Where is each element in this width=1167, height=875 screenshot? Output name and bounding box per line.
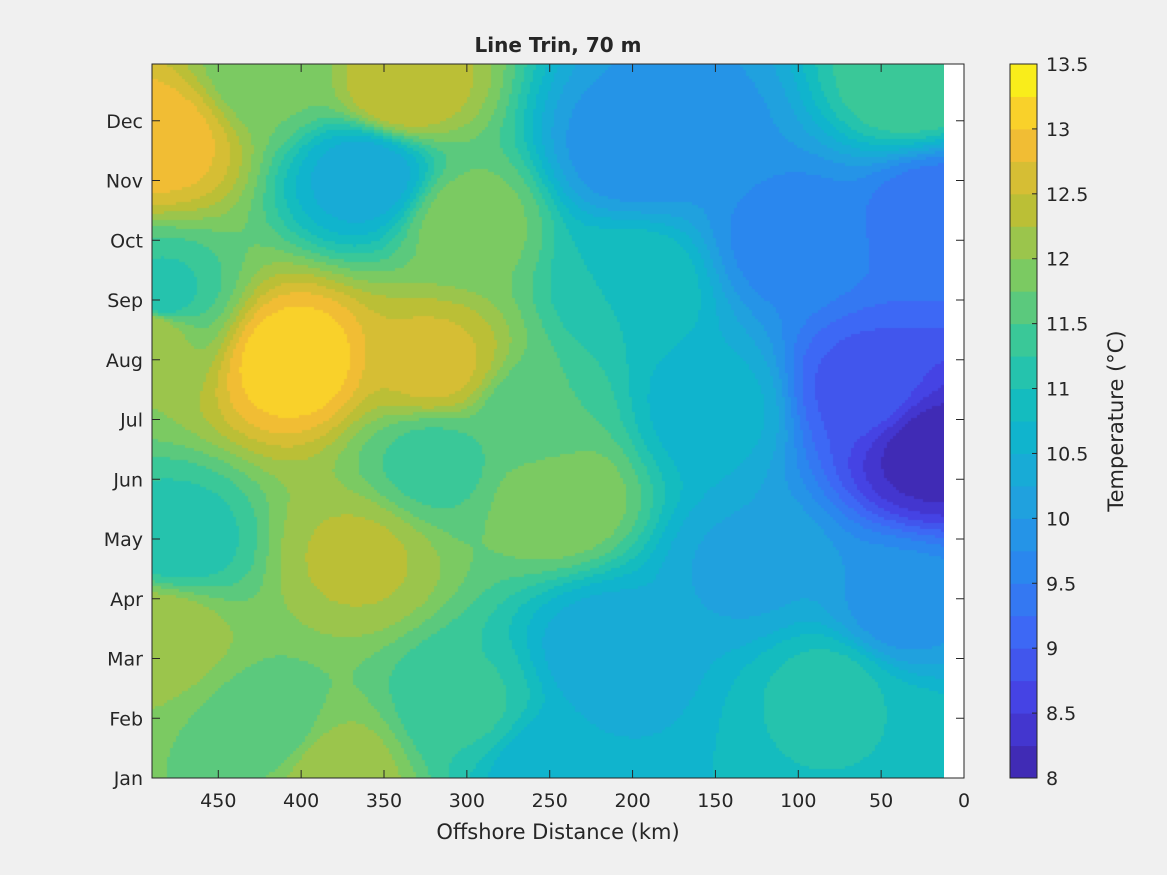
colorbar-segment — [1010, 421, 1037, 454]
colorbar-segment — [1010, 680, 1037, 714]
x-tick-label: 200 — [614, 790, 650, 812]
contour-field — [152, 64, 944, 778]
x-axis: 450 400 350 300 250 200 150 100 50 0 — [200, 64, 970, 812]
colorbar-segment — [1010, 161, 1037, 195]
y-tick-label: Sep — [107, 290, 143, 312]
x-tick-label: 400 — [283, 790, 319, 812]
y-tick-label: Jan — [113, 768, 143, 790]
y-tick-label: Oct — [110, 230, 143, 252]
chart-title: Line Trin, 70 m — [475, 33, 642, 57]
colorbar-tick-label: 12.5 — [1046, 184, 1088, 206]
colorbar-tick-label: 12 — [1046, 249, 1070, 271]
colorbar-segment — [1010, 356, 1037, 390]
x-tick-label: 250 — [532, 790, 568, 812]
x-tick-label: 0 — [958, 790, 970, 812]
colorbar-segment — [1010, 226, 1037, 260]
colorbar-tick-label: 8.5 — [1046, 703, 1076, 725]
colorbar-segment — [1010, 96, 1037, 130]
colorbar: 8 8.5 9 9.5 10 10.5 11 11.5 12 12.5 13 13.5 Temperat… — [1009, 54, 1128, 790]
colorbar-segment — [1010, 128, 1037, 162]
colorbar-segment — [1010, 518, 1037, 552]
colorbar-segment — [1010, 648, 1037, 682]
colorbar-segment — [1010, 388, 1037, 422]
colorbar-segment — [1010, 453, 1037, 487]
colorbar-tick-label: 13.5 — [1046, 54, 1088, 76]
y-tick-label: Jul — [119, 410, 143, 432]
colorbar-segment — [1010, 193, 1037, 227]
y-tick-label: Feb — [109, 708, 143, 730]
x-tick-label: 450 — [200, 790, 236, 812]
colorbar-segment — [1010, 485, 1037, 519]
x-tick-label: 150 — [697, 790, 733, 812]
x-tick-label: 350 — [366, 790, 402, 812]
colorbar-tick-label: 9.5 — [1046, 573, 1076, 595]
x-tick-label: 50 — [869, 790, 893, 812]
colorbar-tick-label: 11.5 — [1046, 314, 1088, 336]
y-axis: Jan Feb Mar Apr May Jun Jul Aug Sep Oct Nov Dec — [104, 111, 964, 790]
colorbar-frame — [1009, 63, 1038, 779]
colorbar-segment — [1010, 615, 1037, 649]
y-tick-label: May — [104, 529, 143, 551]
colorbar-segment — [1010, 550, 1037, 584]
colorbar-segment — [1010, 291, 1037, 325]
colorbar-label: Temperature (°C) — [1104, 330, 1128, 512]
y-tick-label: Aug — [106, 350, 143, 372]
y-tick-label: Jun — [112, 469, 143, 491]
colorbar-segment — [1010, 323, 1037, 357]
y-tick-label: Apr — [110, 589, 143, 611]
colorbar-tick-label: 8 — [1046, 768, 1058, 790]
colorbar-segment — [1010, 713, 1037, 747]
y-tick-label: Nov — [106, 171, 143, 193]
y-tick-label: Mar — [107, 649, 143, 671]
y-tick-label: Dec — [106, 111, 143, 133]
colorbar-segment — [1010, 745, 1037, 779]
colorbar-tick-label: 9 — [1046, 638, 1058, 660]
x-tick-label: 300 — [449, 790, 485, 812]
x-axis-label: Offshore Distance (km) — [436, 820, 679, 844]
colorbar-tick-label: 10 — [1046, 508, 1070, 530]
colorbar-tick-label: 10.5 — [1046, 443, 1088, 465]
colorbar-segment — [1010, 64, 1037, 97]
x-tick-label: 100 — [780, 790, 816, 812]
colorbar-segment — [1010, 258, 1037, 292]
colorbar-tick-label: 13 — [1046, 119, 1070, 141]
colorbar-segment — [1010, 583, 1037, 617]
axes-box — [151, 63, 965, 779]
colorbar-tick-label: 11 — [1046, 379, 1070, 401]
